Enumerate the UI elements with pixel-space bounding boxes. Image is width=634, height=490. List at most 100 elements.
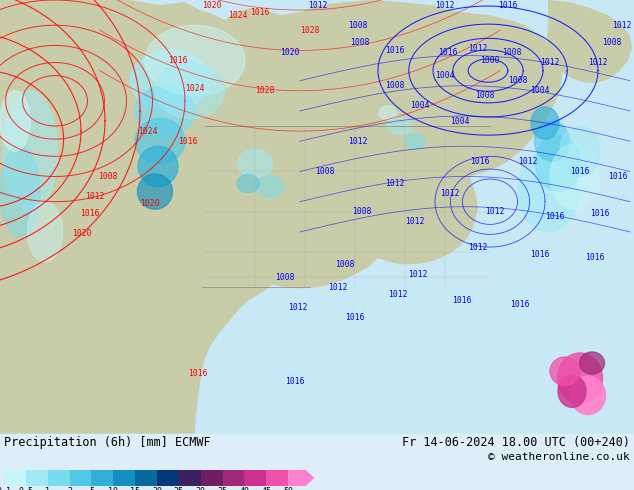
Text: 1008: 1008: [353, 207, 372, 216]
Text: 1024: 1024: [185, 84, 205, 93]
Text: 1016: 1016: [385, 46, 404, 55]
Text: 1008: 1008: [476, 91, 495, 100]
Text: 20: 20: [152, 488, 162, 490]
Text: 1016: 1016: [188, 368, 208, 378]
Text: 1016: 1016: [81, 209, 100, 219]
Text: 1008: 1008: [508, 76, 527, 85]
Text: 1020: 1020: [72, 229, 92, 239]
Ellipse shape: [145, 25, 245, 96]
Ellipse shape: [238, 149, 273, 177]
Ellipse shape: [571, 376, 605, 415]
Text: 1016: 1016: [498, 0, 518, 9]
Text: 1012: 1012: [408, 270, 428, 279]
Text: 45: 45: [261, 488, 271, 490]
Text: 40: 40: [240, 488, 249, 490]
Ellipse shape: [27, 202, 63, 262]
Text: 1016: 1016: [530, 249, 550, 259]
Text: 1012: 1012: [612, 21, 631, 30]
Text: 1016: 1016: [285, 377, 305, 386]
Text: 1012: 1012: [405, 218, 425, 226]
Polygon shape: [0, 0, 562, 434]
Text: 1012: 1012: [540, 58, 560, 67]
Text: 1020: 1020: [202, 0, 222, 9]
Text: 1016: 1016: [590, 209, 610, 219]
Text: 1016: 1016: [585, 253, 605, 262]
Text: 1016: 1016: [250, 8, 269, 17]
Text: 1016: 1016: [545, 212, 565, 221]
Text: 25: 25: [174, 488, 184, 490]
Ellipse shape: [550, 144, 600, 209]
Text: 30: 30: [196, 488, 205, 490]
Polygon shape: [288, 470, 314, 486]
Text: 5: 5: [89, 488, 94, 490]
Text: 1012: 1012: [469, 243, 488, 251]
Text: 1012: 1012: [485, 207, 505, 216]
Ellipse shape: [550, 357, 580, 385]
Text: 1008: 1008: [98, 172, 118, 181]
Ellipse shape: [256, 175, 284, 197]
Bar: [91, 470, 113, 486]
Text: 1008: 1008: [335, 260, 355, 269]
Text: 1028: 1028: [256, 86, 275, 95]
Ellipse shape: [135, 86, 195, 136]
Bar: [245, 470, 266, 486]
Text: 1004: 1004: [410, 101, 430, 110]
Bar: [113, 470, 135, 486]
Bar: [266, 470, 288, 486]
Text: 1024: 1024: [138, 126, 158, 136]
Text: 1000: 1000: [480, 56, 500, 65]
Text: 1012: 1012: [388, 290, 408, 299]
Bar: [179, 470, 201, 486]
Text: 1012: 1012: [308, 0, 328, 9]
Text: 1008: 1008: [348, 21, 368, 30]
Ellipse shape: [138, 146, 178, 187]
Ellipse shape: [558, 375, 586, 407]
Text: 50: 50: [283, 488, 293, 490]
Ellipse shape: [3, 91, 58, 212]
Text: 0.5: 0.5: [18, 488, 34, 490]
Ellipse shape: [155, 63, 225, 119]
Text: 1008: 1008: [350, 38, 370, 47]
Text: 1016: 1016: [570, 167, 590, 176]
Bar: [157, 470, 179, 486]
Text: 1020: 1020: [140, 199, 160, 208]
Text: 35: 35: [217, 488, 228, 490]
Bar: [48, 470, 70, 486]
Text: 2: 2: [67, 488, 72, 490]
Text: 1008: 1008: [502, 48, 522, 57]
Text: 1004: 1004: [436, 71, 455, 80]
Text: 1028: 1028: [301, 26, 320, 35]
Text: 1012: 1012: [518, 157, 538, 166]
Ellipse shape: [557, 353, 602, 403]
Polygon shape: [547, 0, 632, 83]
Text: 1016: 1016: [438, 48, 458, 57]
Text: © weatheronline.co.uk: © weatheronline.co.uk: [488, 452, 630, 462]
Ellipse shape: [0, 146, 40, 237]
Text: 1004: 1004: [450, 117, 470, 125]
Bar: [70, 470, 91, 486]
Text: 1012: 1012: [469, 44, 488, 53]
Text: 1020: 1020: [280, 48, 300, 57]
Text: 1008: 1008: [275, 273, 295, 282]
Bar: [223, 470, 245, 486]
Text: Fr 14-06-2024 18.00 UTC (00+240): Fr 14-06-2024 18.00 UTC (00+240): [402, 436, 630, 449]
Text: 1012: 1012: [588, 58, 608, 67]
Text: 1016: 1016: [608, 172, 628, 181]
Ellipse shape: [379, 106, 397, 120]
Bar: [4, 470, 26, 486]
Text: 1012: 1012: [328, 283, 348, 292]
Text: 1012: 1012: [385, 179, 404, 188]
Bar: [135, 470, 157, 486]
Text: 1016: 1016: [470, 157, 489, 166]
Text: 1016: 1016: [346, 313, 365, 322]
Text: 1016: 1016: [510, 300, 530, 309]
Ellipse shape: [534, 121, 569, 161]
Text: 1012: 1012: [288, 303, 307, 312]
Text: Precipitation (6h) [mm] ECMWF: Precipitation (6h) [mm] ECMWF: [4, 436, 210, 449]
Text: 1012: 1012: [440, 189, 460, 198]
Ellipse shape: [405, 134, 425, 149]
Ellipse shape: [531, 107, 559, 139]
Text: 1016: 1016: [178, 137, 198, 146]
Text: 1012: 1012: [436, 0, 455, 9]
Text: 1004: 1004: [530, 86, 550, 95]
